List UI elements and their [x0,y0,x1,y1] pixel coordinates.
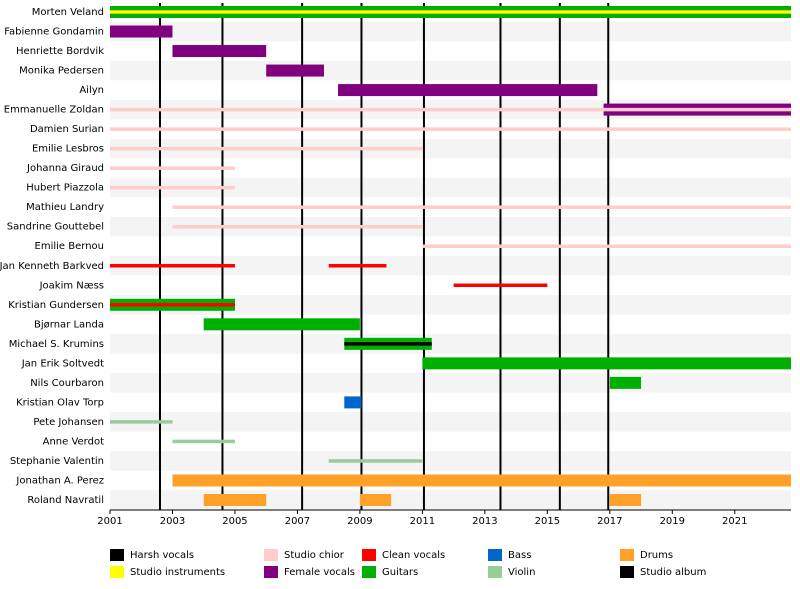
member-name: Joakim Næss [39,280,104,291]
member-bar [266,64,324,77]
member-name: Stephanie Valentin [10,456,104,467]
member-bar [172,205,792,209]
x-tick-label: 2005 [222,516,247,527]
legend-label: Drums [640,550,673,561]
member-bar [344,396,362,409]
legend-swatch [110,549,124,561]
x-tick-label: 2017 [597,516,622,527]
row-stripe [110,334,791,354]
legend-label: Harsh vocals [130,550,194,561]
legend-swatch [264,566,278,578]
row-stripe [110,21,791,42]
x-tick-label: 2021 [722,516,747,527]
member-name: Damien Surian [30,124,104,135]
member-name: Emilie Bernou [35,241,104,252]
legend-label: Studio chior [284,550,345,561]
member-name: Jan Kenneth Barkved [0,261,104,272]
x-tick-label: 2001 [97,516,122,527]
legend-label: Violin [508,567,535,578]
row-stripe [110,177,791,198]
member-bar [110,10,791,14]
row-stripe [110,373,791,393]
legend-swatch [488,549,502,561]
legend-swatch [110,566,124,578]
legend-label: Female vocals [284,567,355,578]
legend-swatch [264,549,278,561]
member-bar [172,224,423,229]
member-name: Kristian Olav Torp [16,397,104,408]
legend-swatch [362,549,376,561]
member-name: Mathieu Landry [26,202,104,213]
member-name: Morten Veland [32,7,104,18]
legend-label: Studio instruments [130,567,225,578]
member-bar [110,420,173,424]
row-stripe [110,216,791,237]
member-bar [328,264,387,268]
member-bar [110,127,791,131]
member-name: Emmanuelle Zoldan [4,105,104,116]
x-tick-label: 2009 [347,516,372,527]
x-tick-label: 2013 [472,516,497,527]
member-name: Hubert Piazzola [26,183,104,194]
x-tick-label: 2007 [285,516,310,527]
member-bar [338,84,598,97]
member-name: Monika Pedersen [19,66,104,77]
member-bar [359,494,392,506]
member-bar [344,342,432,346]
member-name: Bjørnar Landa [34,319,104,330]
x-tick-label: 2015 [535,516,560,527]
row-stripe [110,412,791,432]
member-name: Kristian Gundersen [8,300,104,311]
legend-label: Studio album [640,567,706,578]
row-stripe [110,295,791,315]
member-bar [110,25,173,38]
member-bar [422,244,791,248]
member-name: Anne Verdot [43,436,104,447]
x-tick-label: 2011 [410,516,435,527]
member-bar [172,474,792,487]
member-bar [453,283,548,288]
row-stripe [110,256,791,276]
member-name: Ailyn [79,85,104,96]
x-tick-label: 2003 [160,516,185,527]
legend-swatch [488,566,502,578]
member-bar [609,494,642,506]
member-name: Michael S. Krumins [9,339,104,350]
member-bar [110,107,791,112]
member-name: Roland Navratil [27,495,104,506]
member-bar [172,45,267,58]
member-bar [110,264,235,268]
x-tick-label: 2019 [660,516,685,527]
member-bar [110,303,235,307]
member-name: Jonathan A. Perez [15,475,104,486]
member-bar [110,146,423,151]
row-stripe [110,138,791,159]
legend-swatch [620,549,634,561]
member-bar [203,318,360,331]
member-name: Jan Erik Soltvedt [21,358,104,369]
legend-label: Clean vocals [382,550,445,561]
legend-swatch [620,566,634,578]
row-stripe [110,60,791,81]
member-name: Nils Courbaron [30,378,104,389]
member-bar [110,185,235,190]
member-bar [110,166,235,170]
member-bar [422,357,791,370]
row-stripe [110,451,791,471]
legend-label: Guitars [382,567,418,578]
member-name: Emilie Lesbros [32,144,104,155]
member-bar [609,376,642,389]
member-bar [172,439,235,444]
member-bar [203,494,267,506]
member-name: Sandrine Gouttebel [7,222,104,233]
member-name: Johanna Giraud [26,163,104,174]
member-name: Fabienne Gondamin [4,27,104,38]
member-bar [328,459,423,463]
legend-swatch [362,566,376,578]
legend-label: Bass [508,550,531,561]
member-name: Pete Johansen [33,417,104,428]
member-name: Henriette Bordvik [16,46,104,57]
